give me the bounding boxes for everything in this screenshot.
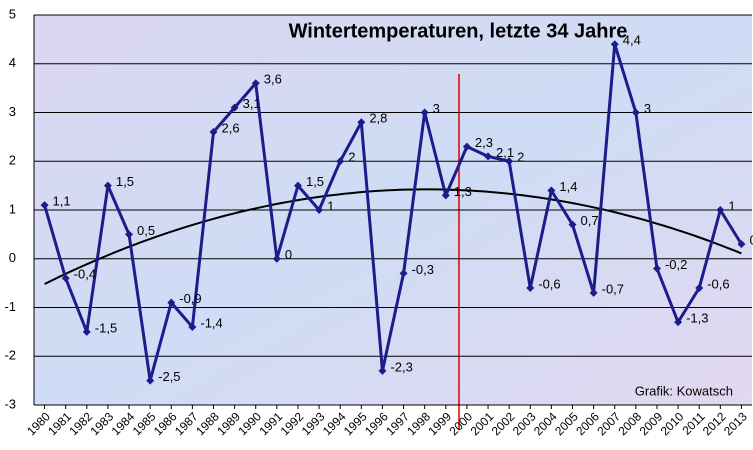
data-label: 2,3	[475, 135, 493, 150]
data-point	[484, 152, 493, 161]
data-label: -0,2	[665, 257, 687, 272]
data-label: -1,5	[95, 320, 117, 335]
data-point	[336, 157, 345, 166]
data-label: -0,6	[707, 276, 729, 291]
data-label: 1,3	[454, 184, 472, 199]
data-label: -0,7	[602, 281, 624, 296]
data-label: -0,9	[179, 291, 201, 306]
data-label: 2	[517, 150, 524, 165]
data-point	[526, 284, 535, 292]
data-point	[441, 191, 450, 200]
data-point	[251, 79, 260, 88]
data-point	[230, 103, 239, 112]
y-tick-label: -1	[4, 299, 16, 314]
data-label: -0,3	[412, 262, 434, 277]
data-point	[674, 318, 683, 327]
data-point	[547, 186, 556, 195]
data-point	[272, 254, 281, 263]
data-point	[125, 230, 134, 239]
data-point	[167, 298, 176, 307]
data-label: -0,6	[538, 276, 560, 291]
data-label: -1,4	[200, 315, 222, 330]
data-point	[505, 157, 514, 166]
data-label: 3,1	[243, 96, 261, 111]
data-label: 1	[728, 198, 735, 213]
data-point	[631, 108, 640, 117]
y-tick-label: 1	[9, 201, 16, 216]
data-point	[146, 376, 155, 385]
y-tick-label: 3	[9, 104, 16, 119]
data-label: -2,5	[158, 369, 180, 384]
data-point	[357, 118, 366, 127]
chart-title: Wintertemperaturen, letzte 34 Jahre	[289, 20, 628, 42]
data-label: 0	[285, 247, 292, 262]
credit: Grafik: Kowatsch	[635, 383, 733, 398]
data-point	[103, 181, 112, 190]
data-label: 2	[348, 150, 355, 165]
data-label: 2,1	[496, 145, 514, 160]
y-tick-label: 0	[9, 250, 16, 265]
data-point	[399, 269, 408, 278]
data-label: 1	[327, 198, 334, 213]
data-label: 1,1	[53, 194, 71, 209]
data-label: 1,5	[306, 174, 324, 189]
trend-line	[44, 188, 742, 285]
data-point	[188, 323, 197, 331]
data-label: 0,3	[749, 233, 753, 248]
data-label: -1,3	[686, 311, 708, 326]
data-point	[61, 274, 70, 283]
data-label: 2,6	[222, 120, 240, 135]
data-point	[695, 284, 704, 292]
data-point	[610, 40, 619, 49]
y-tick-label: -3	[4, 396, 16, 411]
data-label: 0,5	[137, 223, 155, 238]
data-point	[82, 327, 91, 336]
data-point	[315, 206, 324, 214]
data-label: 4,4	[623, 33, 641, 48]
y-tick-label: 4	[9, 55, 16, 70]
data-point	[378, 366, 387, 375]
data-point	[462, 142, 471, 151]
data-point	[568, 220, 577, 229]
data-label: 0,7	[581, 213, 599, 228]
data-label: 1,4	[559, 179, 577, 194]
data-point	[737, 240, 746, 249]
y-tick-label: -2	[4, 348, 16, 363]
data-label: 3	[433, 101, 440, 116]
data-label: 3,6	[264, 72, 282, 87]
data-line	[43, 42, 743, 383]
data-point	[209, 128, 218, 136]
data-point	[420, 108, 429, 117]
data-label: 2,8	[369, 111, 387, 126]
y-tick-label: 5	[9, 6, 16, 21]
data-point	[652, 264, 661, 273]
data-point	[293, 181, 302, 190]
data-point	[589, 288, 598, 297]
data-label: -2,3	[390, 359, 412, 374]
data-label: 1,5	[116, 174, 134, 189]
data-label: -0,4	[74, 267, 96, 282]
data-label: 3	[644, 101, 651, 116]
data-point	[40, 201, 49, 210]
data-point	[716, 206, 725, 214]
y-tick-label: 2	[9, 153, 16, 168]
